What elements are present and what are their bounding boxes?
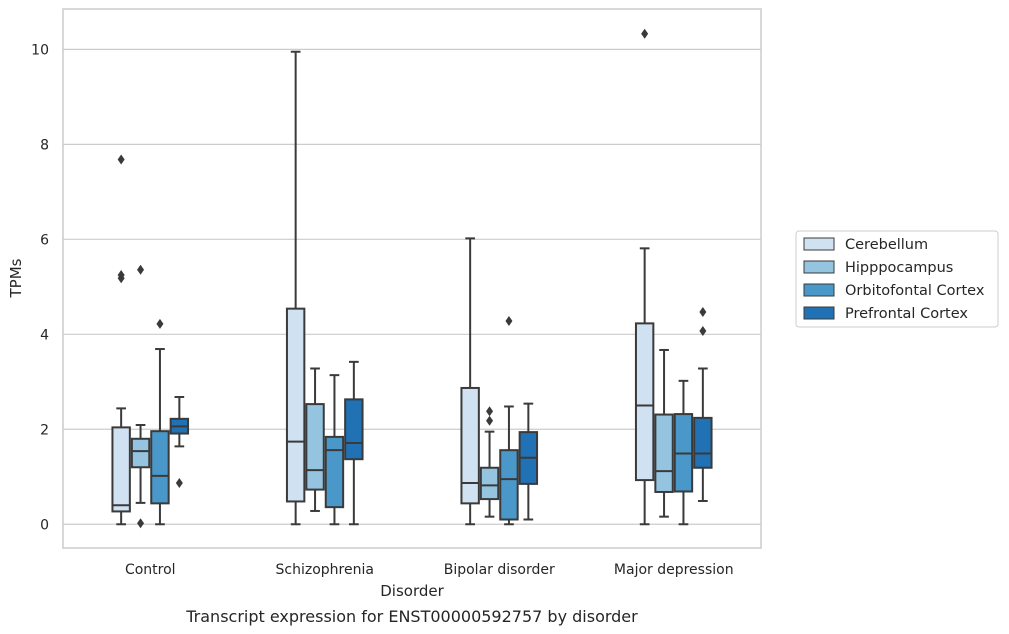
box-body bbox=[460, 386, 480, 505]
x-tick-label: Control bbox=[125, 562, 176, 578]
y-tick-label: 10 bbox=[31, 42, 49, 58]
box-groups bbox=[111, 28, 713, 529]
plot-frame bbox=[62, 8, 762, 549]
x-tick-label: Major depression bbox=[614, 562, 734, 578]
outlier-point bbox=[156, 318, 164, 329]
box-cerebellum bbox=[634, 28, 655, 526]
legend-swatch bbox=[803, 237, 835, 251]
legend-entry: Cerebellum bbox=[845, 237, 928, 253]
legend-swatch bbox=[803, 260, 835, 274]
legend: Cerebellum Hipppocampus Orbitofontal Corte… bbox=[795, 230, 999, 328]
x-tick-label: Schizophrenia bbox=[276, 562, 374, 578]
y-tick-label: 2 bbox=[40, 422, 49, 438]
box-body bbox=[654, 413, 674, 493]
legend-swatch bbox=[803, 306, 835, 320]
y-tick-label: 8 bbox=[40, 137, 49, 153]
x-tick-label: Bipolar disorder bbox=[444, 562, 555, 578]
box-body bbox=[479, 466, 500, 501]
y-axis-label: TPMs bbox=[7, 258, 25, 298]
box-orbitofontal-cortex bbox=[150, 318, 170, 526]
y-tick-label: 0 bbox=[40, 517, 49, 533]
outlier-point bbox=[505, 316, 513, 327]
legend-frame bbox=[795, 230, 999, 328]
box-prefrontal-cortex bbox=[693, 306, 713, 502]
outlier-point bbox=[117, 154, 125, 165]
box-body bbox=[150, 430, 170, 505]
y-tick-label: 6 bbox=[40, 232, 49, 248]
box-hipppocampus bbox=[654, 348, 674, 518]
chart-caption: Transcript expression for ENST0000059275… bbox=[185, 607, 638, 626]
x-axis-label: Disorder bbox=[380, 582, 444, 600]
outlier-point bbox=[486, 415, 494, 426]
box-cerebellum bbox=[111, 154, 131, 526]
box-body bbox=[130, 437, 151, 469]
y-tick-labels: 0 2 4 6 8 10 bbox=[31, 42, 49, 533]
box-cerebellum bbox=[460, 237, 480, 526]
y-tick-label: 4 bbox=[40, 327, 49, 343]
legend-entry: Prefrontal Cortex bbox=[845, 306, 968, 322]
outlier-point bbox=[699, 306, 707, 317]
outlier-point bbox=[137, 518, 145, 529]
x-tick-labels: Control Schizophrenia Bipolar disorder Majo… bbox=[125, 562, 734, 578]
box-orbitofontal-cortex bbox=[499, 316, 519, 526]
box-hipppocampus bbox=[305, 367, 325, 512]
legend-entry: Hipppocampus bbox=[845, 260, 953, 276]
box-body bbox=[693, 416, 713, 469]
box-hipppocampus bbox=[479, 406, 500, 518]
box-body bbox=[324, 435, 345, 509]
box-body bbox=[634, 322, 655, 482]
box-hipppocampus bbox=[130, 264, 151, 529]
outlier-point bbox=[641, 28, 649, 39]
outlier-point bbox=[137, 264, 145, 275]
box-cerebellum bbox=[285, 50, 306, 526]
box-body bbox=[111, 426, 131, 513]
box-prefrontal-cortex bbox=[518, 402, 539, 521]
box-prefrontal-cortex bbox=[169, 395, 190, 488]
box-body bbox=[499, 449, 519, 521]
box-orbitofontal-cortex bbox=[324, 374, 345, 526]
box-body bbox=[344, 398, 364, 461]
box-prefrontal-cortex bbox=[344, 360, 364, 526]
box-body bbox=[305, 403, 325, 491]
outlier-point bbox=[486, 406, 494, 417]
outlier-point bbox=[699, 325, 707, 336]
outlier-point bbox=[117, 273, 125, 284]
outlier-point bbox=[175, 477, 183, 488]
box-body bbox=[285, 307, 306, 503]
box-orbitofontal-cortex bbox=[673, 379, 694, 526]
legend-entry: Orbitofontal Cortex bbox=[845, 283, 985, 299]
legend-swatch bbox=[803, 283, 835, 297]
